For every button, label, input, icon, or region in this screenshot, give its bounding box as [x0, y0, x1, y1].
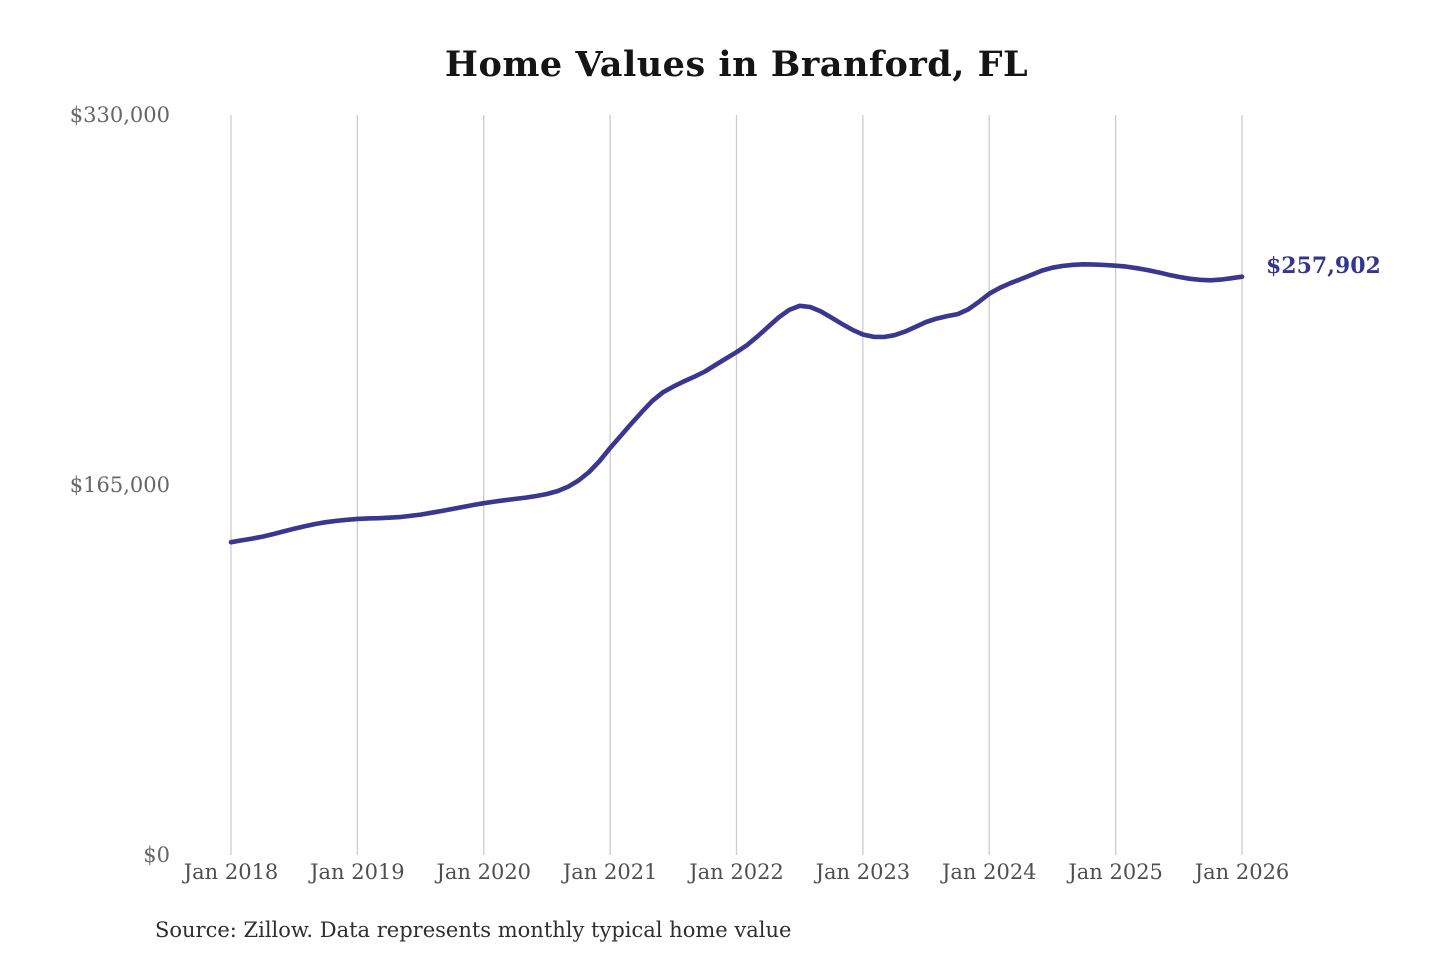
x-tick-label: Jan 2024 [941, 860, 1037, 884]
y-tick-label: $330,000 [69, 103, 170, 127]
x-tick-label: Jan 2023 [815, 860, 911, 884]
y-tick-label: $0 [143, 843, 170, 867]
current-value-label: $257,902 [1266, 252, 1381, 279]
x-tick-label: Jan 2019 [310, 860, 405, 884]
home-value-line [228, 262, 1245, 545]
y-tick-label: $165,000 [69, 473, 170, 497]
chart-title: Home Values in Branford, FL [444, 44, 1029, 85]
x-tick-label: Jan 2021 [562, 860, 658, 884]
x-tick-label: Jan 2026 [1194, 860, 1290, 884]
x-tick-label: Jan 2025 [1068, 860, 1163, 884]
source-note: Source: Zillow. Data represents monthly … [155, 918, 792, 942]
x-tick-label: Jan 2020 [436, 860, 532, 884]
x-tick-label: Jan 2022 [689, 860, 784, 884]
x-tick-label: Jan 2018 [183, 860, 279, 884]
